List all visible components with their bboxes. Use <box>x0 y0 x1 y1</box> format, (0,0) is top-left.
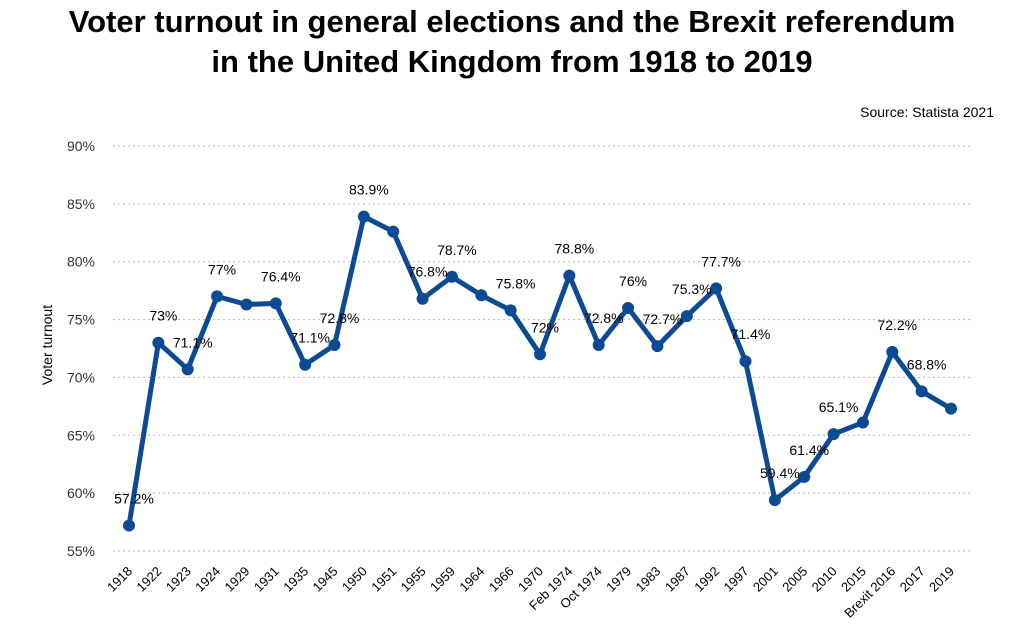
x-tick-label: 2001 <box>750 564 781 595</box>
data-point <box>269 297 282 310</box>
x-tick-label: 1924 <box>192 564 223 595</box>
x-tick-label: 1935 <box>280 564 311 595</box>
data-point <box>240 298 253 311</box>
x-tick-label: 1923 <box>163 564 194 595</box>
x-tick-label: 1987 <box>662 564 693 595</box>
x-tick-label: 1992 <box>691 564 722 595</box>
data-point <box>445 270 458 283</box>
data-label: 57.2% <box>114 491 154 507</box>
chart-title-line-2: in the United Kingdom from 1918 to 2019 <box>211 44 813 79</box>
data-label: 78.8% <box>555 241 595 257</box>
source-note: Source: Statista 2021 <box>860 104 994 120</box>
data-point <box>211 290 224 303</box>
data-label: 76% <box>619 273 647 289</box>
data-label: 72.8% <box>584 310 624 326</box>
data-point <box>357 210 370 223</box>
series-line <box>126 214 954 528</box>
x-tick-label: 1929 <box>221 564 252 595</box>
data-label: 73% <box>149 308 177 324</box>
y-axis-label: Voter turnout <box>39 305 55 385</box>
x-tick-label: 1983 <box>632 564 663 595</box>
data-label: 77% <box>208 261 236 277</box>
x-tick-label: 1964 <box>456 564 487 595</box>
x-tick-label: 1918 <box>104 564 135 595</box>
data-label: 72.2% <box>877 317 917 333</box>
x-tick-label: 2019 <box>926 564 957 595</box>
series-line-group <box>126 214 954 528</box>
y-tick-label: 90% <box>67 138 95 154</box>
x-tick-label: 1997 <box>721 564 752 595</box>
y-tick-label: 70% <box>67 369 95 385</box>
data-point <box>123 519 135 532</box>
y-tick-label: 75% <box>67 312 95 328</box>
data-point <box>181 363 194 376</box>
data-point <box>680 310 693 323</box>
x-tick-label: 1945 <box>310 564 341 595</box>
data-label: 78.7% <box>437 242 477 258</box>
data-label: 75.3% <box>672 281 712 297</box>
data-point <box>651 340 664 353</box>
data-label: 68.8% <box>907 356 947 372</box>
data-point <box>739 355 752 368</box>
x-tick-label: 1951 <box>368 564 399 595</box>
data-point <box>915 385 928 398</box>
data-label: 71.1% <box>290 330 330 346</box>
x-tick-label: 1955 <box>398 564 429 595</box>
x-axis-ticks: 1918192219231924192919311935194519501951… <box>104 564 957 621</box>
data-point <box>504 304 517 317</box>
data-label: 71.1% <box>173 334 213 350</box>
y-tick-label: 85% <box>67 196 95 212</box>
data-point <box>827 428 840 441</box>
data-point <box>563 269 576 282</box>
data-label: 75.8% <box>496 275 536 291</box>
data-point <box>416 292 429 305</box>
x-tick-label: 1950 <box>339 564 370 595</box>
data-label: 59.4% <box>760 465 800 481</box>
data-points <box>123 210 957 532</box>
data-label: 65.1% <box>819 399 859 415</box>
data-point <box>475 289 488 302</box>
data-label: 61.4% <box>789 442 829 458</box>
data-point <box>299 358 312 371</box>
data-point <box>945 402 957 415</box>
data-label: 72.8% <box>320 310 360 326</box>
data-label: 72% <box>531 319 559 335</box>
data-point <box>710 282 723 295</box>
data-point <box>856 416 869 429</box>
data-point <box>768 494 781 507</box>
y-tick-label: 65% <box>67 427 95 443</box>
y-tick-label: 55% <box>67 543 95 559</box>
x-tick-label: 1922 <box>133 564 164 595</box>
chart-title-line-1: Voter turnout in general elections and t… <box>68 4 956 39</box>
data-point <box>328 339 341 352</box>
x-tick-label: 1931 <box>251 564 282 595</box>
data-point <box>592 339 605 352</box>
x-tick-label: 1979 <box>603 564 634 595</box>
data-point <box>622 302 635 314</box>
data-point <box>798 470 811 483</box>
data-label: 76.4% <box>261 268 301 284</box>
data-label: 71.4% <box>731 326 771 342</box>
data-point <box>886 345 899 358</box>
y-axis-ticks: 55% 60% 65% 70% 75% 80% 85% 90% <box>67 138 95 559</box>
y-tick-label: 60% <box>67 485 95 501</box>
x-tick-label: 2010 <box>809 564 840 595</box>
x-tick-label: 2017 <box>897 564 928 595</box>
data-point <box>534 348 546 361</box>
data-label: 77.7% <box>701 253 741 269</box>
data-label: 76.8% <box>408 264 448 280</box>
x-tick-label: 1959 <box>427 564 458 595</box>
data-point <box>387 225 400 238</box>
x-tick-label: 2005 <box>779 564 810 595</box>
chart-title: Voter turnout in general elections and t… <box>0 2 1024 82</box>
data-label: 83.9% <box>349 182 389 198</box>
data-labels: 57.2% 73% 71.1% 77% 76.4% 71.1% 72.8% 83.9% 76.8… <box>114 182 946 507</box>
x-tick-label: 1966 <box>486 564 517 595</box>
data-point <box>152 336 165 349</box>
data-label: 72.7% <box>643 311 683 327</box>
y-tick-label: 80% <box>67 254 95 270</box>
